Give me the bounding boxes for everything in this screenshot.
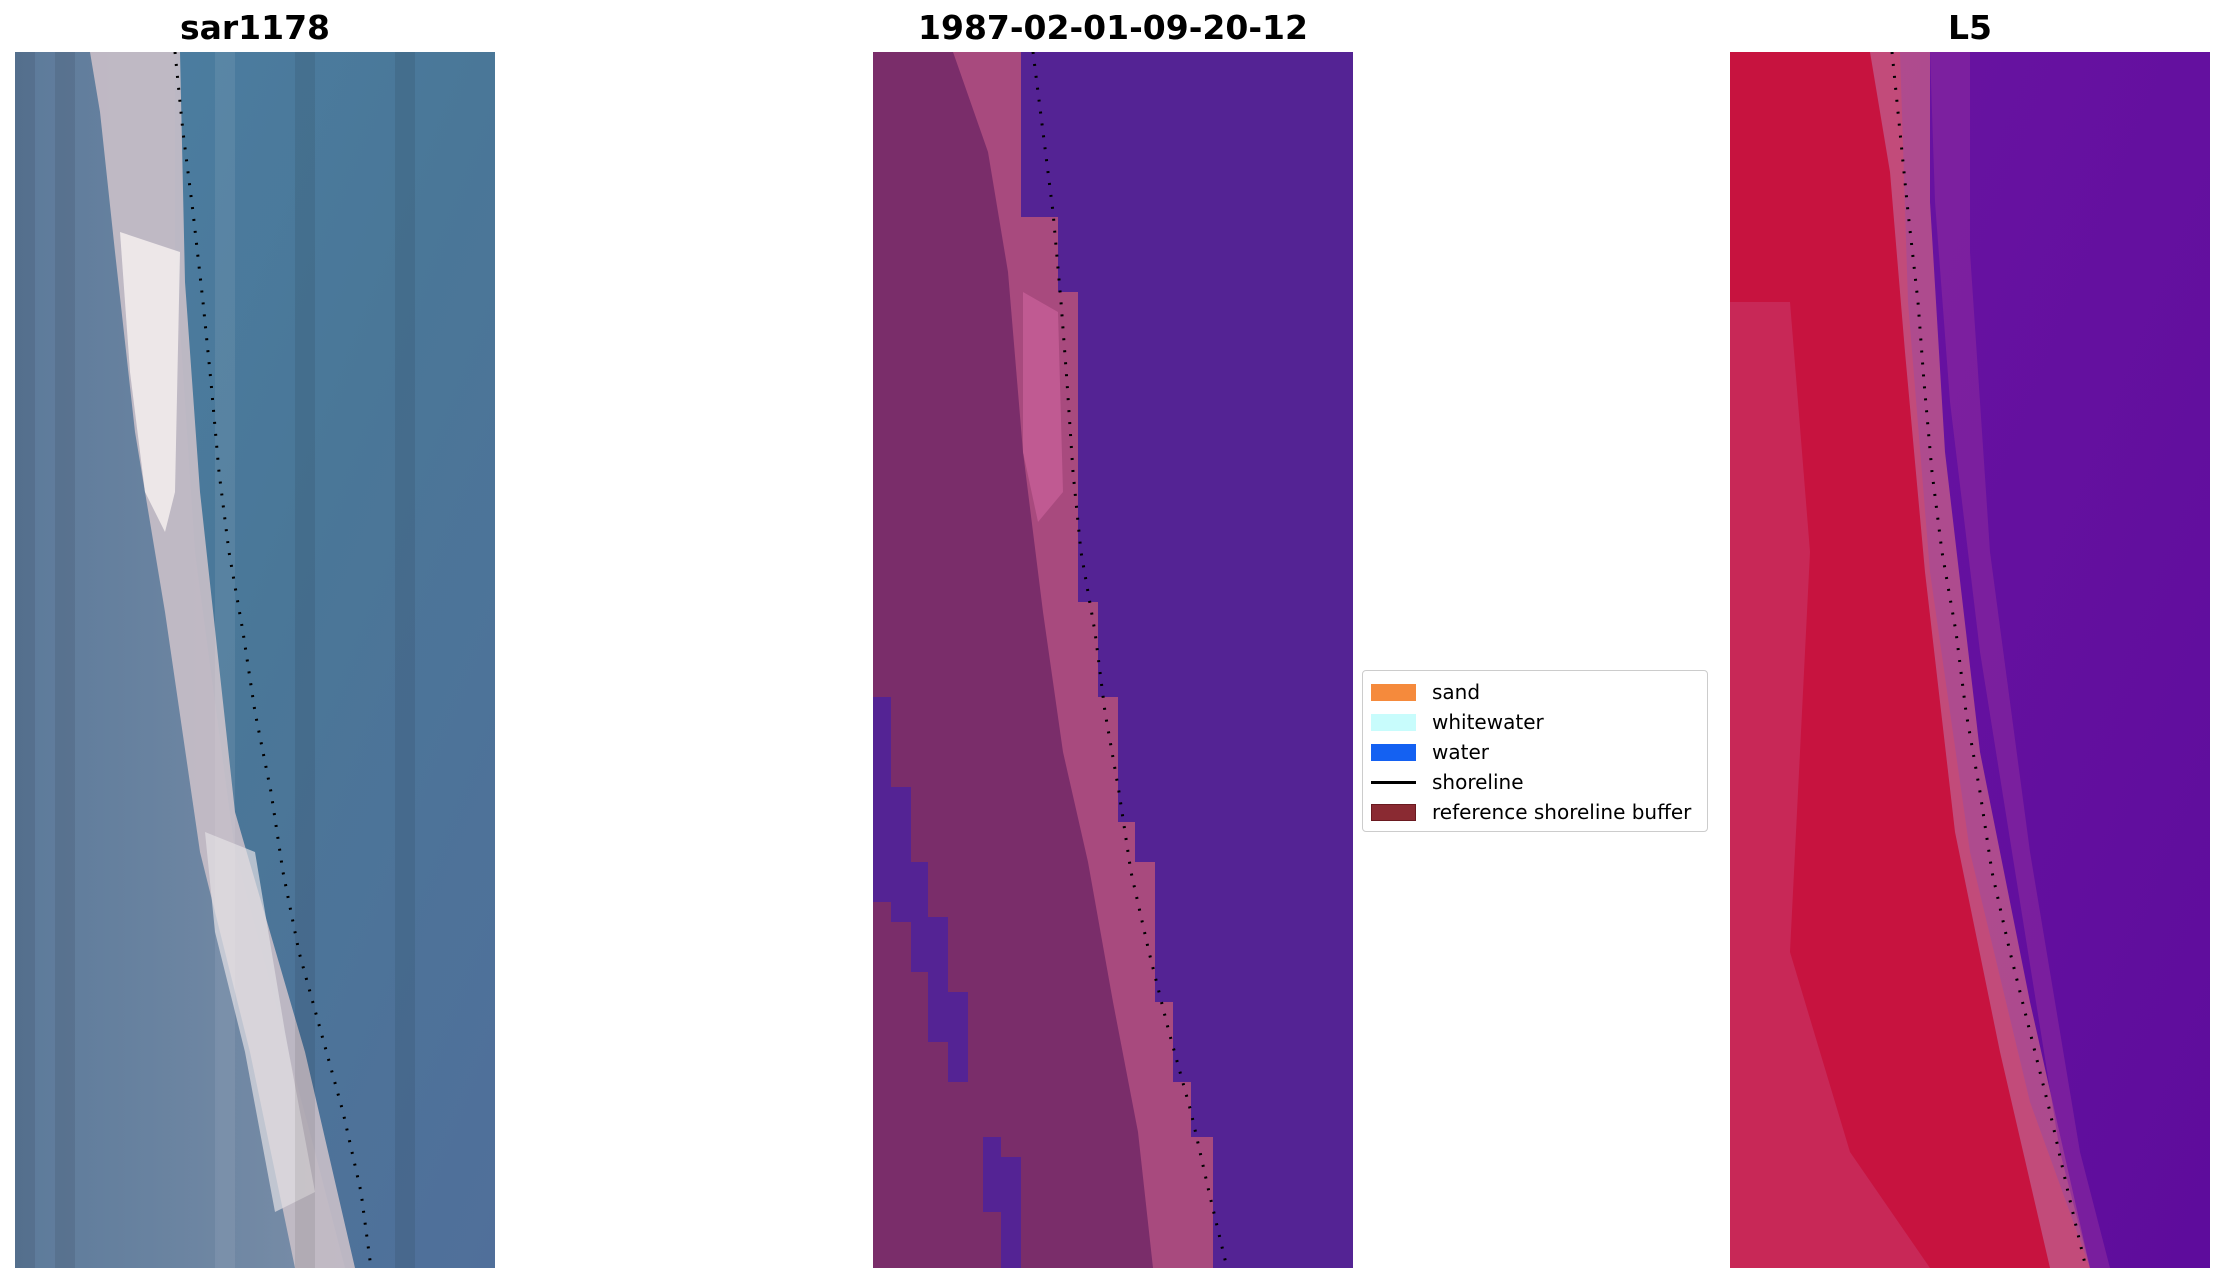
legend-item-sand: sand xyxy=(1371,677,1699,707)
index-land-area xyxy=(1730,52,2090,1268)
classified-shoreline xyxy=(1031,52,1229,1268)
index-land-variation xyxy=(1730,302,1930,1268)
legend-label-reference-buffer: reference shoreline buffer xyxy=(1432,800,1692,824)
legend-swatch-reference-buffer xyxy=(1371,803,1416,821)
legend-swatch-shoreline xyxy=(1371,780,1416,784)
index-transition-band xyxy=(1870,52,2090,1268)
legend: sand whitewater water shoreline referenc… xyxy=(1362,670,1708,832)
legend-label-shoreline: shoreline xyxy=(1432,770,1524,794)
classified-water-intrusion-south xyxy=(983,1137,1021,1268)
classified-bright-sand xyxy=(1023,292,1063,522)
legend-label-sand: sand xyxy=(1432,680,1481,704)
classified-image xyxy=(873,52,1353,1268)
panel-title-index: L5 xyxy=(1948,8,1992,47)
legend-item-shoreline: shoreline xyxy=(1371,767,1699,797)
rgb-bright-sand xyxy=(120,232,180,532)
legend-item-whitewater: whitewater xyxy=(1371,707,1699,737)
rgb-pixel-grid xyxy=(15,52,415,1268)
legend-swatch-water xyxy=(1371,743,1416,761)
legend-swatch-whitewater xyxy=(1371,713,1416,731)
index-image xyxy=(1730,52,2210,1268)
rgb-shoreline xyxy=(173,52,373,1268)
rgb-bright-sand-south xyxy=(205,832,315,1212)
classified-water-intrusion xyxy=(873,697,968,1082)
legend-swatch-sand xyxy=(1371,683,1416,701)
rgb-image xyxy=(15,52,495,1268)
legend-label-water: water xyxy=(1432,740,1489,764)
index-nearshore-band xyxy=(1930,52,2110,1268)
panel-title-classified: 1987-02-01-09-20-12 xyxy=(918,8,1308,47)
legend-label-whitewater: whitewater xyxy=(1432,710,1544,734)
classified-sand-band xyxy=(953,52,1213,1268)
legend-item-reference-buffer: reference shoreline buffer xyxy=(1371,797,1699,827)
panel-title-rgb: sar1178 xyxy=(179,8,331,47)
legend-item-water: water xyxy=(1371,737,1699,767)
index-shoreline xyxy=(1890,52,2088,1268)
